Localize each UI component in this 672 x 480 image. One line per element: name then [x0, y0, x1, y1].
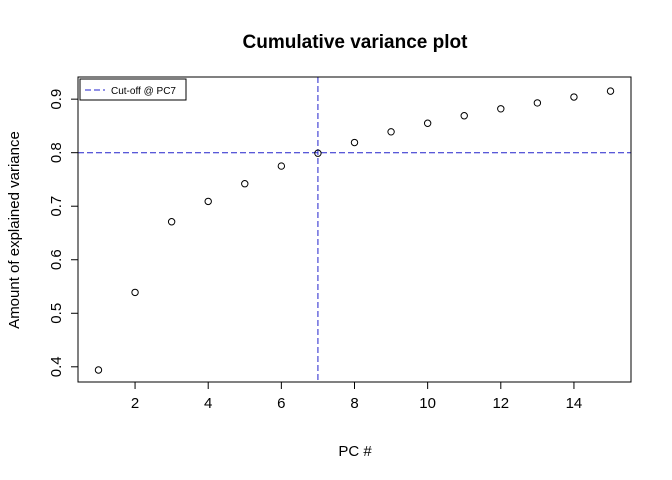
data-point: [131, 288, 139, 297]
reference-lines: [78, 77, 631, 382]
y-axis: 0.4 0.5 0.6 0.7 0.8 0.9: [48, 89, 79, 377]
y-tick-label: 0.8: [48, 142, 65, 163]
x-axis-label: PC #: [338, 443, 372, 460]
x-tick-label: 8: [350, 395, 358, 412]
x-tick-label: 14: [566, 395, 583, 412]
legend: Cut-off @ PC7: [79, 78, 187, 101]
data-point: [350, 138, 359, 147]
data-point: [570, 93, 578, 101]
data-point: [497, 105, 505, 113]
legend-entry: Cut-off @ PC7: [111, 86, 176, 97]
data-point: [204, 197, 212, 206]
data-point: [167, 218, 176, 226]
x-tick-label: 10: [419, 395, 436, 412]
data-points: [94, 87, 615, 374]
data-point: [314, 149, 322, 157]
x-tick-label: 2: [131, 395, 139, 412]
data-point: [277, 162, 286, 170]
x-tick-label: 6: [277, 395, 285, 412]
data-point: [423, 119, 432, 127]
y-axis-label: Amount of explained variance: [6, 131, 23, 329]
legend-box: [79, 78, 187, 101]
data-point: [606, 87, 615, 95]
data-point: [94, 366, 103, 374]
data-point: [387, 128, 395, 136]
y-tick-label: 0.7: [48, 196, 65, 217]
chart-title: Cumulative variance plot: [243, 32, 469, 53]
x-tick-label: 4: [204, 395, 212, 412]
plot-frame: [77, 76, 632, 383]
data-point: [241, 180, 249, 188]
data-point: [533, 99, 542, 107]
y-tick-label: 0.4: [48, 356, 65, 377]
x-axis: 2 4 6 8 10 12 14: [131, 381, 583, 412]
data-point: [460, 112, 468, 120]
x-tick-label: 12: [492, 395, 509, 412]
y-tick-label: 0.5: [48, 303, 65, 324]
y-tick-label: 0.6: [48, 249, 65, 270]
y-tick-label: 0.9: [48, 89, 65, 110]
